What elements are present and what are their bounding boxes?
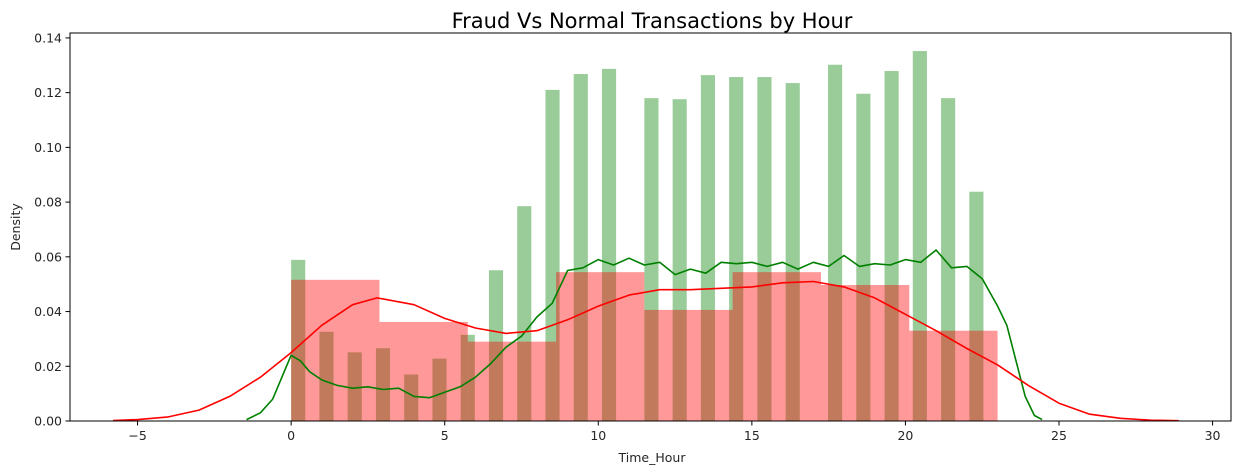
hist-bar-0-2: [347, 352, 362, 421]
y-tick-label: 0.06: [34, 249, 62, 264]
hist-bar-0-12: [644, 98, 659, 421]
y-tick-label: 0.02: [34, 359, 62, 374]
hist-bar-0-17: [785, 83, 800, 422]
hist-bar-0-21: [912, 51, 927, 422]
hist-bar-0-18: [828, 64, 843, 421]
hist-bar-0-10: [573, 74, 588, 421]
x-tick-label: 5: [441, 428, 449, 443]
hist-bar-1-4: [644, 309, 733, 421]
y-tick-label: 0.12: [34, 85, 62, 100]
hist-bar-0-8: [517, 206, 532, 421]
y-tick-label: 0.08: [34, 195, 62, 210]
x-tick-label: −5: [128, 428, 146, 443]
x-tick-label: 20: [897, 428, 913, 443]
hist-bar-0-7: [488, 270, 504, 421]
y-tick-label: 0.00: [34, 414, 62, 429]
y-axis: 0.00 0.02 0.04 0.06 0.08 0.10 0.12 0.14: [34, 30, 70, 429]
hist-bar-1-0: [291, 279, 380, 421]
y-tick-label: 0.10: [34, 140, 62, 155]
x-tick-label: 15: [744, 428, 760, 443]
hist-bar-0-9: [545, 89, 560, 421]
hist-bar-1-5: [732, 272, 821, 421]
hist-bar-0-14: [700, 75, 715, 422]
hist-bar-0-23: [969, 191, 984, 421]
hist-bar-0-3: [375, 348, 391, 421]
hist-bar-0-4: [404, 374, 419, 421]
x-tick-label: 0: [287, 428, 295, 443]
kde-line-3: [112, 280, 1179, 422]
hist-bar-0-13: [672, 99, 687, 421]
chart-title: Fraud Vs Normal Transactions by Hour: [452, 9, 853, 33]
hist-bar-0-1: [319, 331, 334, 421]
axes-frame: [69, 32, 1232, 422]
y-tick-label: 0.04: [34, 304, 62, 319]
x-axis: −5 0 5 10 15 20 25 30: [128, 421, 1221, 443]
hist-bar-0-19: [856, 93, 871, 421]
hist-bar-1-2: [467, 341, 557, 421]
plot-area: [112, 51, 1179, 422]
hist-bar-0-11: [601, 68, 617, 421]
y-axis-label: Density: [8, 203, 23, 251]
hist-bar-0-15: [729, 77, 744, 422]
hist-bar-1-1: [379, 321, 468, 421]
hist-bar-1-6: [820, 285, 910, 421]
hist-bar-0-16: [757, 77, 772, 422]
x-tick-label: 25: [1051, 428, 1067, 443]
hist-bar-1-3: [556, 272, 645, 421]
kde-line-2: [246, 249, 1043, 421]
hist-bar-0-5: [432, 358, 447, 421]
x-tick-label: 10: [590, 428, 606, 443]
hist-bar-0-6: [460, 334, 475, 421]
x-axis-label: Time_Hour: [618, 450, 687, 465]
y-tick-label: 0.14: [34, 30, 62, 45]
hist-bar-0-0: [291, 259, 306, 421]
hist-bar-1-7: [909, 330, 998, 421]
hist-bar-0-20: [884, 71, 899, 422]
x-tick-label: 30: [1205, 428, 1221, 443]
